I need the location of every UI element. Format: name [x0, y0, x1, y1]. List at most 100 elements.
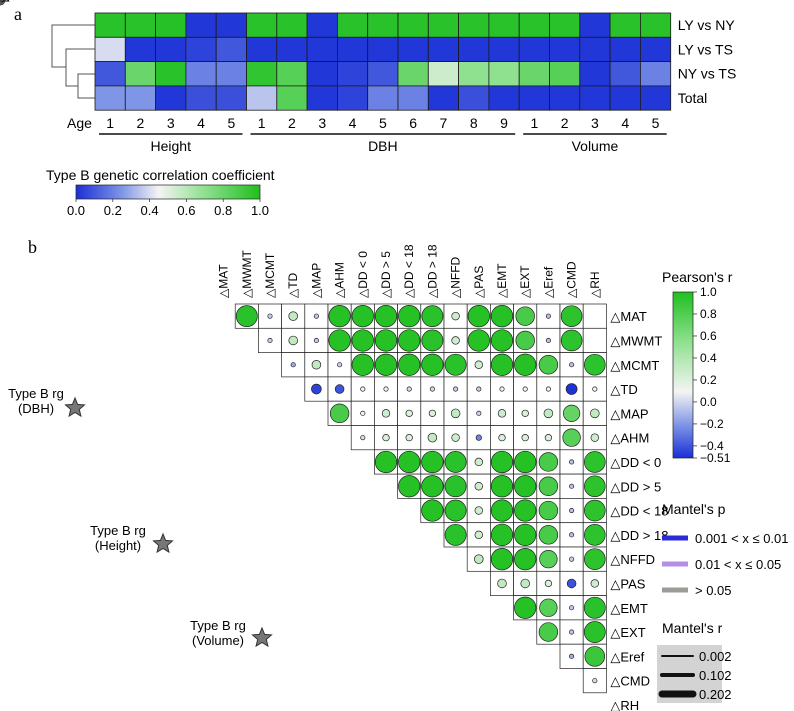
age-tick: 2 — [288, 115, 296, 131]
corr-circle — [515, 306, 535, 326]
hub-star — [251, 626, 273, 648]
corr-circle — [421, 329, 444, 352]
heatmap-a-cell — [397, 12, 429, 38]
corr-circle — [583, 499, 606, 522]
heatmap-a-cell — [579, 61, 611, 87]
pearson-tick-label: 0.2 — [700, 373, 717, 387]
heatmap-a-cell — [488, 12, 520, 38]
corr-circle — [566, 578, 577, 589]
corr-circle — [235, 305, 258, 328]
right-variable-label: △MAP — [610, 406, 648, 421]
heatmap-a-cell — [397, 36, 429, 62]
corr-circle — [569, 507, 575, 514]
corr-circle — [360, 386, 366, 392]
corr-circle — [444, 451, 467, 473]
colorbar-a-tick-label: 0.2 — [104, 203, 122, 218]
pearson-tick-label: 1.0 — [700, 285, 717, 299]
corr-circle — [583, 548, 606, 570]
corr-circle — [337, 362, 343, 368]
heatmap-a-row-label: Total — [678, 90, 708, 106]
dendrogram — [51, 24, 95, 99]
heatmap-a-cell — [306, 12, 338, 38]
heatmap-a-cell — [518, 36, 550, 62]
heatmap-a-cell — [458, 36, 490, 62]
corr-circle — [514, 499, 537, 522]
node-variable-label: △DD > 5 — [0, 0, 47, 3]
heatmap-a-cell — [336, 61, 369, 87]
age-tick: 3 — [318, 115, 326, 131]
right-variable-label: △EMT — [610, 601, 647, 616]
mantel-p-label: > 0.05 — [695, 583, 732, 598]
age-tick: 1 — [106, 115, 114, 131]
right-variable-label: △PAS — [610, 576, 645, 591]
colorbar-a-tick-label: 0.8 — [214, 203, 232, 218]
mantel-p-label: 0.001 < x ≤ 0.01 — [695, 531, 789, 546]
node-variable-label: △MAP — [0, 0, 35, 3]
node-variable-labels: △MAT△MWMT△MCMT△TD△MAP△AHM△DD < 0△DD > 5△… — [0, 0, 54, 6]
corr-circle — [498, 434, 506, 442]
variable-node — [0, 0, 4, 4]
heatmap-a-cell — [94, 12, 126, 38]
corr-circle — [474, 530, 483, 540]
corr-circle — [520, 578, 530, 589]
corr-circle — [328, 329, 351, 352]
corr-circle — [476, 410, 482, 416]
top-variable-label: △MAP — [309, 263, 323, 298]
corr-circle — [444, 523, 467, 546]
heatmap-a-cell — [397, 61, 429, 87]
right-variable-label: △DD > 18 — [610, 528, 668, 543]
corr-circle — [398, 305, 421, 328]
group-labels: Height DBH Volume — [99, 133, 667, 154]
heatmap-a-row-label: LY vs NY — [678, 17, 736, 33]
heatmap-a-cell — [458, 85, 490, 111]
corr-circle — [499, 386, 505, 392]
age-tick: 3 — [167, 115, 175, 131]
corr-circle — [592, 386, 598, 392]
heatmap-a-cell — [609, 12, 641, 38]
corr-circle — [538, 525, 559, 545]
corr-circle — [538, 476, 559, 496]
right-variable-label: △NFFD — [610, 552, 655, 567]
corr-circle — [583, 475, 606, 498]
node-variable-label: △EXT — [0, 0, 33, 3]
corr-circle — [421, 353, 444, 376]
mantel-r-label: 0.202 — [699, 687, 732, 702]
corr-circle — [584, 646, 606, 667]
corr-circle — [474, 482, 483, 491]
corr-circle — [490, 475, 514, 498]
corr-circle — [360, 435, 366, 441]
age-tick: 8 — [470, 115, 478, 131]
heatmap-a-cell — [94, 36, 126, 62]
age-tick: 4 — [349, 115, 357, 131]
heatmap-a-cell — [518, 85, 550, 111]
heatmap-a-cell — [397, 85, 429, 111]
corr-circle — [583, 524, 606, 546]
corr-circle — [569, 653, 575, 659]
top-variable-label: △EXT — [518, 265, 532, 298]
corr-circle — [453, 386, 459, 392]
age-tick: 2 — [561, 115, 569, 131]
heatmap-a-cell — [640, 85, 672, 111]
heatmap-a-cell — [306, 85, 338, 111]
corr-circle — [544, 579, 553, 588]
heatmap-a-cell — [155, 61, 187, 87]
heatmap-a-cell — [124, 36, 157, 62]
corr-circle — [311, 360, 322, 370]
corr-circle — [539, 598, 558, 617]
node-variable-label: △MCMT — [0, 0, 46, 3]
age-tick: 7 — [440, 115, 448, 131]
heatmap-a-cell — [488, 36, 520, 62]
node-variable-label: △AHM — [0, 0, 36, 3]
corr-circle — [583, 621, 606, 643]
corr-circle — [562, 404, 581, 422]
corr-circle — [267, 337, 273, 344]
corr-circle — [429, 386, 435, 392]
node-variable-label: △MWMT — [0, 0, 49, 3]
corr-circle — [522, 386, 528, 392]
group-label: Height — [151, 138, 192, 154]
pearson-tick-label: −0.2 — [700, 417, 724, 431]
mantel-p-title: Mantel's p — [662, 501, 726, 517]
corr-circle — [514, 596, 537, 619]
right-variable-labels: △MAT △MWMT △MCMT △TD △MAP △AHM △DD < 0 △DD > 5 △… — [610, 309, 668, 711]
